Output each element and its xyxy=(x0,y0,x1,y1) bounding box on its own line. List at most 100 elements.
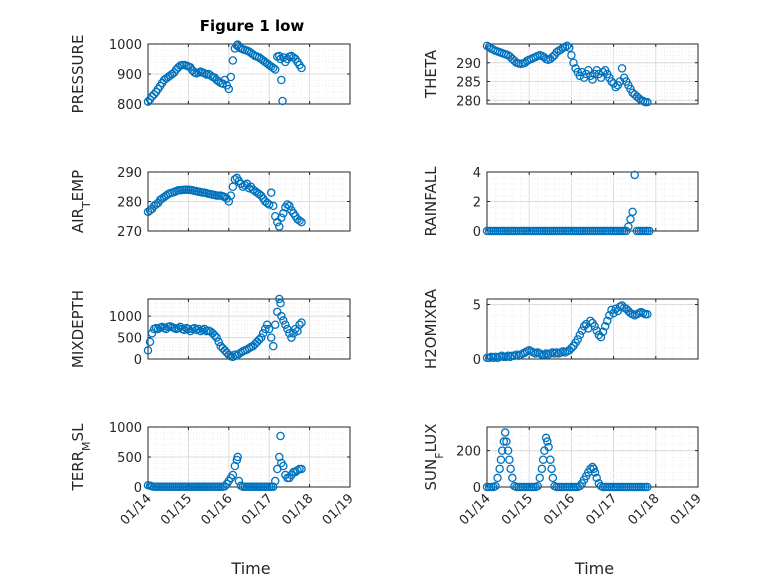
y-tick-label: 280 xyxy=(117,196,142,211)
data-point xyxy=(258,329,268,338)
data-point xyxy=(497,446,507,455)
data-point xyxy=(281,320,290,329)
y-tick-label: 1000 xyxy=(109,421,142,436)
data-point xyxy=(266,188,276,197)
data-point xyxy=(506,464,515,474)
subplot-4: 0 2 4 RAINFALL xyxy=(422,166,699,240)
data-point xyxy=(264,324,274,334)
x-tick-label: 01/17 xyxy=(583,491,620,528)
data-point xyxy=(268,341,278,351)
data-point xyxy=(605,311,614,320)
data-point xyxy=(491,481,500,491)
data-point xyxy=(297,63,306,73)
y-tick-label: 285 xyxy=(456,76,481,91)
data-point xyxy=(271,65,280,74)
data-point xyxy=(567,51,576,60)
data-point xyxy=(228,470,238,480)
data-point xyxy=(543,437,552,446)
data-point xyxy=(573,335,582,344)
data-point xyxy=(611,304,620,314)
subplot-8: 0 200 01/14 01/15 01/16 01/17 01/18 01/19 Time SU… xyxy=(422,424,705,578)
data-point xyxy=(484,42,494,52)
data-point xyxy=(224,350,234,359)
data-point xyxy=(266,333,276,342)
data-point xyxy=(622,304,631,314)
data-point xyxy=(244,344,254,353)
data-point xyxy=(611,82,620,92)
data-point xyxy=(279,53,288,62)
data-point xyxy=(496,455,506,464)
data-point xyxy=(279,461,288,471)
data-point xyxy=(153,324,163,334)
data-point xyxy=(271,476,280,486)
data-point xyxy=(285,201,294,211)
data-point xyxy=(228,56,238,65)
data-point xyxy=(224,197,234,206)
y-tick-label: 290 xyxy=(117,166,142,181)
data-point xyxy=(277,311,286,321)
subplot-6: 0 5 H2OMIXRA xyxy=(422,288,699,369)
data-point xyxy=(589,464,599,474)
data-point xyxy=(598,67,608,77)
data-point xyxy=(643,310,652,319)
data-point xyxy=(279,316,288,325)
y-tick-label: 2 xyxy=(473,196,481,211)
data-point xyxy=(228,182,238,191)
data-point xyxy=(565,346,574,355)
data-point xyxy=(268,63,278,73)
y-tick-label: 0 xyxy=(473,353,481,368)
data-point xyxy=(262,320,272,329)
data-point xyxy=(224,84,234,94)
y-axis-label: MIXDEPTH xyxy=(69,290,87,368)
data-point xyxy=(174,323,183,333)
y-axis-label: PRESSURE xyxy=(69,35,87,114)
data-point xyxy=(277,75,286,85)
data-point xyxy=(535,473,545,483)
data-point xyxy=(234,476,244,486)
x-tick-label: 01/17 xyxy=(239,491,276,528)
data-point xyxy=(634,94,644,103)
data-point xyxy=(617,64,627,73)
data-point xyxy=(592,473,601,483)
data-point xyxy=(206,71,215,80)
data-point xyxy=(495,464,504,474)
data-point xyxy=(180,325,189,335)
y-label-subscript: M xyxy=(80,441,93,451)
data-point xyxy=(575,330,585,340)
data-point xyxy=(565,43,574,53)
y-label-part: AIR xyxy=(69,208,87,233)
data-point xyxy=(226,191,236,200)
data-point xyxy=(541,433,551,443)
data-point xyxy=(609,308,618,318)
y-tick-label: 1000 xyxy=(109,310,142,325)
subplot-2: 280 285 290 THETA xyxy=(422,41,699,109)
data-point xyxy=(279,209,288,218)
data-point xyxy=(220,482,230,491)
x-tick-label: 01/16 xyxy=(541,491,578,528)
x-tick-label: 01/15 xyxy=(158,491,195,528)
data-point xyxy=(184,324,193,334)
data-point xyxy=(295,216,304,225)
y-tick-label: 0 xyxy=(134,481,142,496)
data-point xyxy=(297,217,306,227)
data-point xyxy=(603,316,612,326)
data-point xyxy=(556,45,566,54)
data-point xyxy=(562,41,572,51)
data-point xyxy=(268,482,278,491)
plot-area xyxy=(487,427,698,487)
data-point xyxy=(503,446,513,455)
figure-title: Figure 1 low xyxy=(200,17,305,35)
y-label-part: SUN xyxy=(422,459,440,491)
y-tick-label: 5 xyxy=(473,298,481,313)
y-axis-label: H2OMIXRA xyxy=(422,288,440,369)
data-point xyxy=(287,333,296,342)
data-point xyxy=(283,324,292,334)
data-point xyxy=(254,335,264,344)
y-label-subscript: T xyxy=(80,201,93,209)
y-tick-label: 4 xyxy=(473,166,481,181)
data-point xyxy=(230,175,240,184)
data-point xyxy=(505,455,514,464)
data-point xyxy=(592,326,601,335)
y-tick-label: 500 xyxy=(117,451,142,466)
data-point xyxy=(628,207,637,217)
